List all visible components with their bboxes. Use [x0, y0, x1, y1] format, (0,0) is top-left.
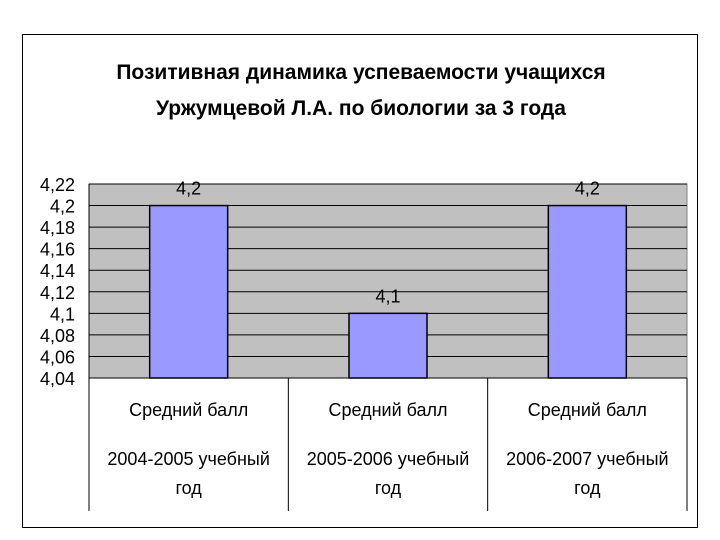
chart-title-line-1: Позитивная динамика успеваемости учащихс… [116, 61, 605, 84]
category-label: 2005-2006 учебный [307, 449, 470, 469]
chart-title-line-2: Уржумцевой Л.А. по биологии за 3 года [156, 97, 566, 120]
category-label: год [176, 478, 203, 498]
y-tick-label: 4,18 [40, 218, 75, 238]
bar [348, 312, 428, 379]
y-tick-label: 4,12 [40, 283, 75, 303]
category-label: год [375, 478, 402, 498]
data-label: 4,1 [375, 286, 400, 306]
chart-frame: Позитивная динамика успеваемости учащихс… [22, 34, 698, 528]
category-label: Средний балл [129, 400, 248, 420]
y-tick-label: 4,16 [40, 240, 75, 260]
category-label: Средний балл [528, 400, 647, 420]
category-label: 2004-2005 учебный [107, 449, 270, 469]
y-tick-label: 4,06 [40, 347, 75, 367]
bar [547, 204, 628, 379]
y-tick-label: 4,04 [40, 369, 75, 389]
y-tick-label: 4,08 [40, 326, 75, 346]
category-label: год [574, 478, 601, 498]
y-tick-label: 4,22 [40, 175, 75, 195]
category-label: Средний балл [328, 400, 447, 420]
y-tick-label: 4,1 [50, 304, 75, 324]
bar-chart: Позитивная динамика успеваемости учащихс… [40, 61, 688, 511]
data-label: 4,2 [575, 179, 600, 199]
bar [148, 204, 229, 379]
y-tick-label: 4,14 [40, 261, 75, 281]
y-tick-label: 4,2 [50, 197, 75, 217]
category-label: 2006-2007 учебный [506, 449, 669, 469]
data-label: 4,2 [176, 179, 201, 199]
